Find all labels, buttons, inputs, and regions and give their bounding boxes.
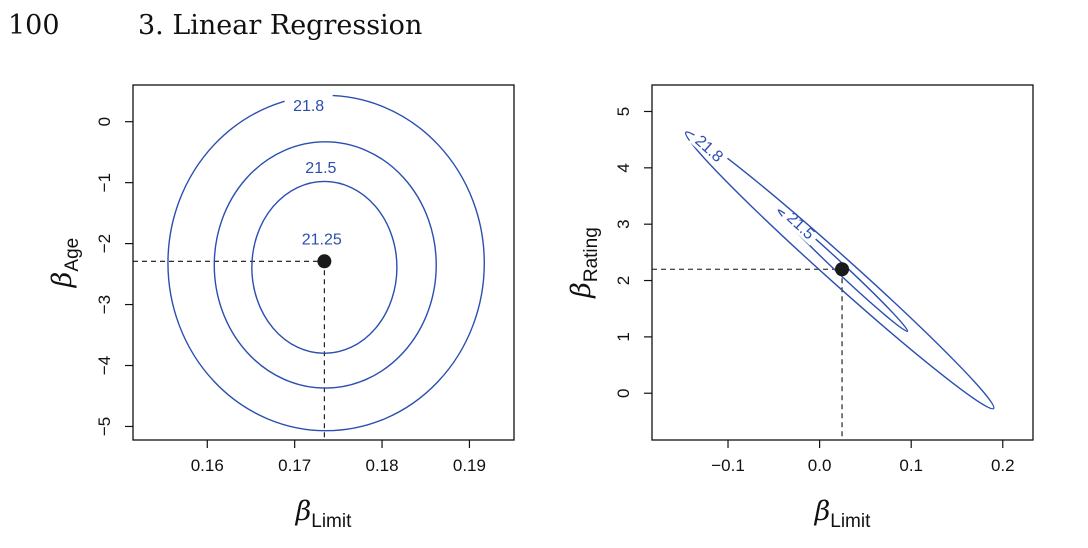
- y-tick-label: 0: [614, 388, 633, 397]
- x-tick-label: 0.1: [899, 456, 923, 475]
- contour-label-bg: [284, 94, 333, 117]
- chapter-title: 3. Linear Regression: [138, 10, 423, 41]
- contour-label-bg: [297, 227, 346, 250]
- contour-label: 21.8: [293, 98, 324, 115]
- x-axis-label-beta: β: [814, 496, 831, 527]
- contour-label-bg: [688, 128, 731, 169]
- x-axis-label-beta: β: [295, 496, 312, 527]
- y-tick-label: 5: [614, 107, 633, 116]
- x-tick-label: 0.16: [191, 456, 224, 475]
- y-tick-label: −2: [95, 234, 114, 253]
- y-axis-label-text: βRating: [566, 227, 602, 299]
- x-tick-label: 0.18: [366, 456, 399, 475]
- y-axis-label-beta: β: [47, 272, 78, 289]
- contour-label: 21.5: [305, 160, 336, 177]
- page-number: 100: [8, 10, 60, 41]
- x-axis-label-sub: Limit: [311, 511, 352, 532]
- contour-21.5: [213, 141, 437, 389]
- x-axis-label-text: βLimit: [814, 496, 871, 532]
- x-axis-label: βLimit: [295, 496, 352, 532]
- y-axis-label: βRating: [566, 227, 602, 299]
- y-tick-label: −4: [95, 356, 114, 375]
- y-tick-label: 4: [614, 163, 633, 172]
- y-axis-label: βAge: [47, 238, 83, 288]
- contour-21.8: [684, 131, 995, 410]
- contour-21.25: [251, 180, 398, 355]
- y-axis-label-text: βAge: [47, 238, 83, 288]
- y-tick-label: 3: [614, 219, 633, 228]
- contour-label-bg: [296, 155, 345, 178]
- panel-1: 0.16 0.17 0.18 0.19 0 −1 −2 −3 −4 −5 21.25 21.5 21.8: [95, 84, 515, 475]
- x-axis-label: βLimit: [814, 496, 871, 532]
- x-axis-label-sub: Limit: [830, 511, 871, 532]
- y-tick-label: 0: [95, 117, 114, 126]
- y-tick-label: 1: [614, 332, 633, 341]
- page-header: 100 3. Linear Regression: [8, 10, 422, 50]
- x-tick-label: 0.2: [991, 456, 1015, 475]
- x-axis-label-text: βLimit: [295, 496, 352, 532]
- contour-label: 21.25: [302, 232, 342, 249]
- x-tick-label: 0.0: [808, 456, 832, 475]
- minimum-point: [835, 262, 850, 277]
- x-tick-label: 0.17: [278, 456, 311, 475]
- y-axis-label-sub: Rating: [581, 227, 602, 282]
- minimum-point: [317, 254, 332, 269]
- plot-frame: [651, 84, 1034, 441]
- y-tick-label: −3: [95, 295, 114, 314]
- plot-frame: [132, 84, 515, 441]
- y-tick-label: 2: [614, 276, 633, 285]
- y-tick-label: −1: [95, 173, 114, 192]
- y-tick-label: −5: [95, 417, 114, 436]
- y-axis-label-sub: Age: [62, 238, 83, 272]
- x-tick-label: 0.19: [453, 456, 486, 475]
- x-tick-label: −0.1: [711, 456, 745, 475]
- y-axis-label-beta: β: [566, 282, 597, 299]
- contour-label-bg: [780, 205, 823, 246]
